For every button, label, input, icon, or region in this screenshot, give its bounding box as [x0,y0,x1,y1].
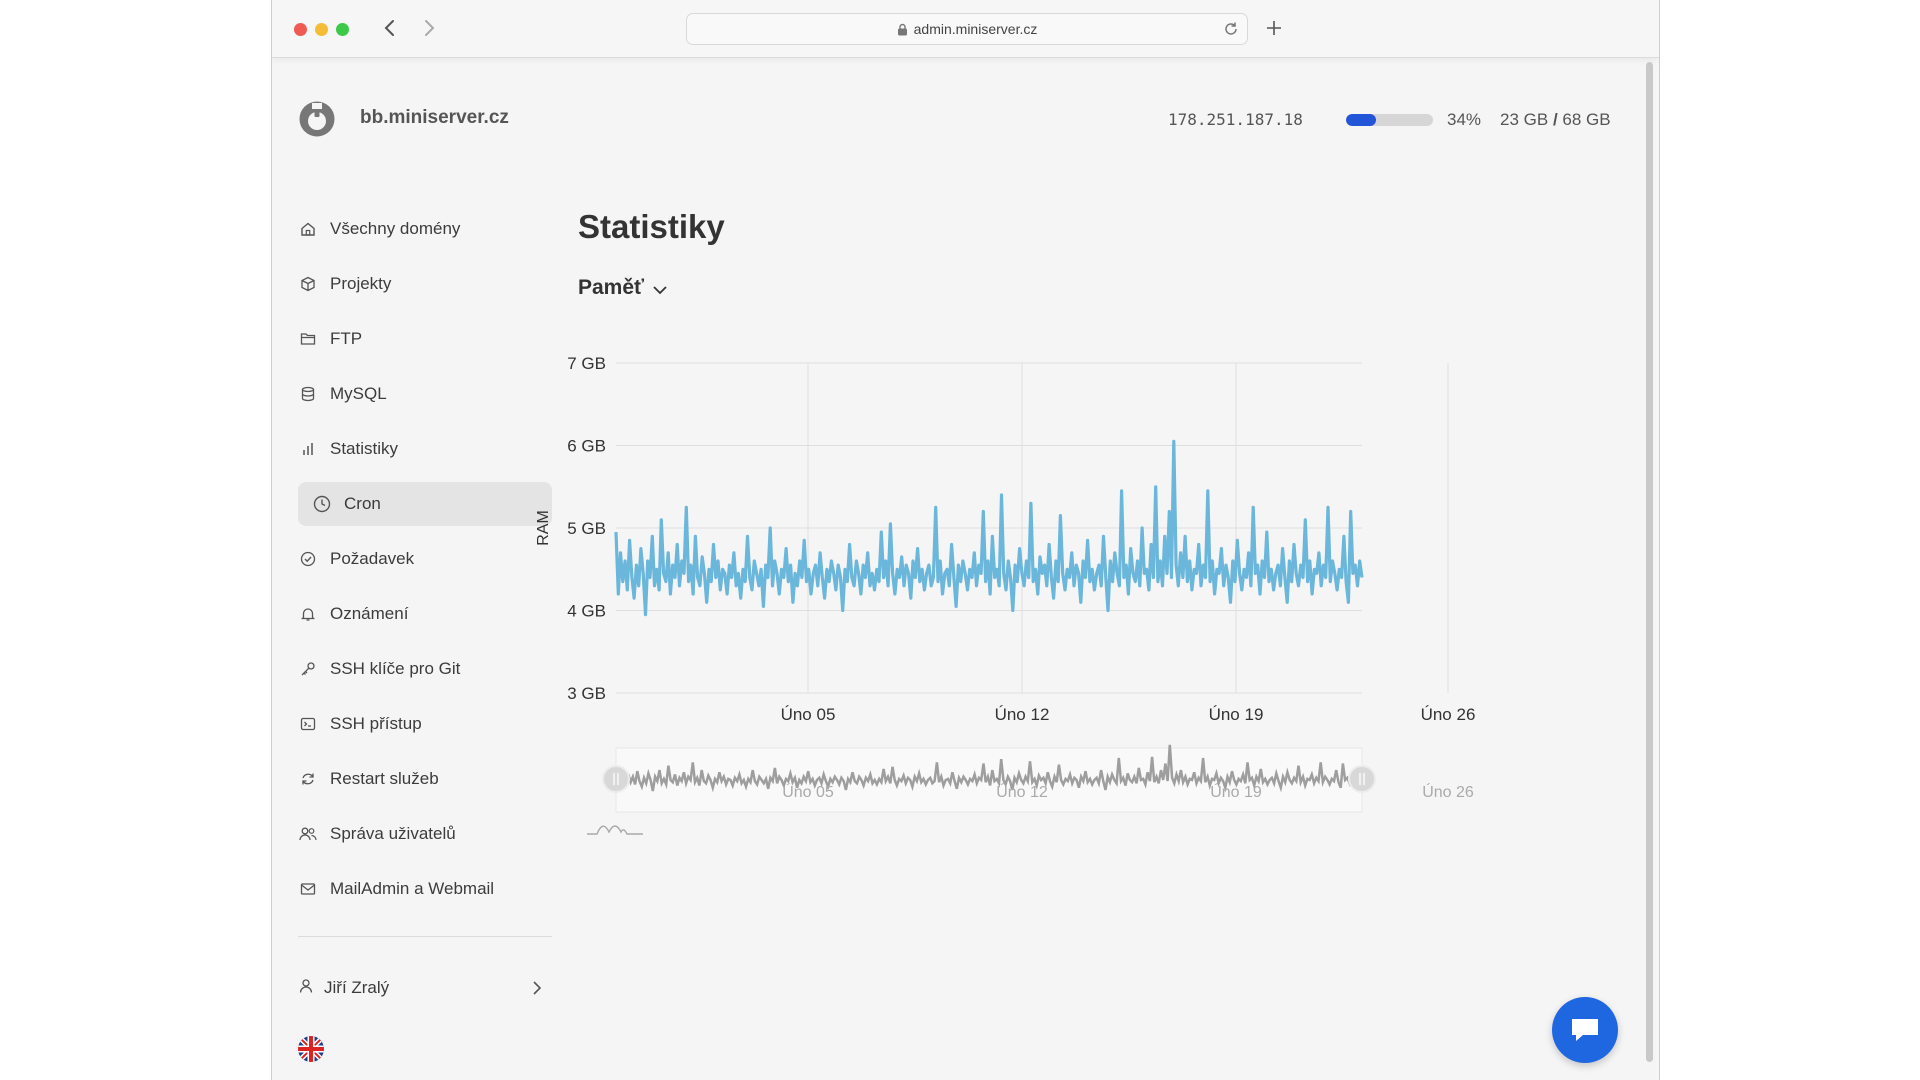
disk-usage-percent: 34% [1447,110,1482,129]
close-window-button[interactable] [294,23,307,36]
sidebar-item-label: Oznámení [330,604,409,623]
disk-total: 68 GB [1562,110,1611,129]
sidebar-item-label: SSH přístup [330,714,422,733]
sidebar-item-cron[interactable]: Cron [298,482,552,526]
sidebar-item-label: MailAdmin a Webmail [330,879,495,898]
navigator-handle-left[interactable] [602,765,630,793]
reload-button[interactable] [1223,21,1239,42]
metric-dropdown-label: Paměť [578,276,645,299]
brush-toggle-icon[interactable] [585,820,645,840]
sidebar-divider [298,936,552,937]
maximize-window-button[interactable] [336,23,349,36]
navigator-tick-label: Úno 26 [1422,782,1474,801]
memory-chart: 3 GB 4 GB 5 GB 6 GB 7 GB Úno 05 Úno 12 Úno 19 Ún… [535,354,1476,813]
disk-usage-fill [1346,114,1376,126]
page-title: Statistiky [578,208,725,245]
mail-icon [298,879,318,899]
refresh-icon [298,769,318,789]
sidebar-item-statistics[interactable]: Statistiky [298,427,552,471]
user-name: Jiří Zralý [324,978,390,997]
user-icon [298,978,314,999]
reload-icon [1225,22,1237,35]
navigator-tick-label: Úno 05 [782,782,834,801]
browser-window: admin.miniserver.cz bb.miniserver.cz 178… [271,0,1660,1080]
sidebar-item-label: Cron [344,494,381,513]
plus-icon [1267,21,1281,35]
sidebar-item-label: Všechny domény [330,219,461,238]
navigator-tick-label: Úno 12 [996,782,1048,801]
y-axis-label: RAM [535,510,552,546]
sidebar-item-label: Restart služeb [330,769,439,788]
sidebar-item-mailadmin[interactable]: MailAdmin a Webmail [298,867,552,911]
disk-usage-bar [1346,114,1433,126]
server-hostname: bb.miniserver.cz [360,107,509,128]
database-icon [298,384,318,404]
sidebar-item-mysql[interactable]: MySQL [298,372,552,416]
chevron-right-icon [532,980,542,1001]
navigator-series-line [622,744,1356,793]
disk-used: 23 GB [1500,110,1549,129]
chevron-left-icon [384,20,394,36]
sidebar-item-label: Požadavek [330,549,415,568]
chevron-right-icon [425,20,435,36]
home-icon [298,219,318,239]
ram-series-line [614,439,1364,617]
lock-icon [897,23,907,35]
key-icon [298,659,318,679]
check-circle-icon [298,549,318,569]
page-scrollbar[interactable] [1646,62,1653,1062]
x-tick-label: Úno 26 [1421,705,1476,724]
navigator-tick-label: Úno 19 [1210,782,1262,801]
new-tab-button[interactable] [1261,15,1287,41]
sidebar-item-label: MySQL [330,384,387,403]
sidebar-item-label: Statistiky [330,439,399,458]
sidebar-item-ssh-access[interactable]: SSH přístup [298,702,552,746]
users-icon [298,824,318,844]
sidebar-item-notifications[interactable]: Oznámení [298,592,552,636]
clock-icon [312,494,332,514]
disk-usage-size: 23 GB / 68 GB [1500,110,1611,130]
sidebar-item-label: Projekty [330,274,392,293]
metric-dropdown[interactable]: Paměť [578,276,668,300]
server-ip: 178.251.187.18 [1168,110,1303,129]
sidebar-item-restart-services[interactable]: Restart služeb [298,757,552,801]
navigator-handle-right[interactable] [1348,765,1376,793]
sidebar-item-label: SSH klíče pro Git [330,659,461,678]
box-icon [298,274,318,294]
disk-separator: / [1552,110,1558,129]
chat-button[interactable] [1552,997,1618,1063]
x-tick-label: Úno 05 [781,705,836,724]
miniserver-logo [299,101,335,137]
y-tick-label: 7 GB [567,354,606,373]
terminal-icon [298,714,318,734]
sidebar-item-ftp[interactable]: FTP [298,317,552,361]
chat-icon [1572,1019,1598,1041]
address-bar[interactable]: admin.miniserver.cz [686,13,1248,45]
bell-icon [298,604,318,624]
sidebar-item-label: FTP [330,329,363,348]
y-tick-label: 6 GB [567,437,606,456]
y-tick-label: 4 GB [567,602,606,621]
sidebar-item-user-management[interactable]: Správa uživatelů [298,812,552,856]
chevron-down-icon [653,285,667,294]
user-menu[interactable]: Jiří Zralý [298,970,552,1006]
sidebar-item-projects[interactable]: Projekty [298,262,552,306]
sidebar-item-request[interactable]: Požadavek [298,537,552,581]
y-tick-label: 5 GB [567,519,606,538]
url-text: admin.miniserver.cz [913,21,1038,37]
y-tick-label: 3 GB [567,684,606,703]
sidebar-item-all-domains[interactable]: Všechny domény [298,207,552,251]
back-button[interactable] [378,16,402,40]
browser-titlebar: admin.miniserver.cz [272,0,1659,58]
minimize-window-button[interactable] [315,23,328,36]
x-tick-label: Úno 12 [995,705,1050,724]
forward-button[interactable] [417,16,441,40]
folder-icon [298,329,318,349]
x-tick-label: Úno 19 [1209,705,1264,724]
sidebar-item-ssh-keys[interactable]: SSH klíče pro Git [298,647,552,691]
sidebar-item-label: Správa uživatelů [330,824,456,843]
bar-chart-icon [298,439,318,459]
